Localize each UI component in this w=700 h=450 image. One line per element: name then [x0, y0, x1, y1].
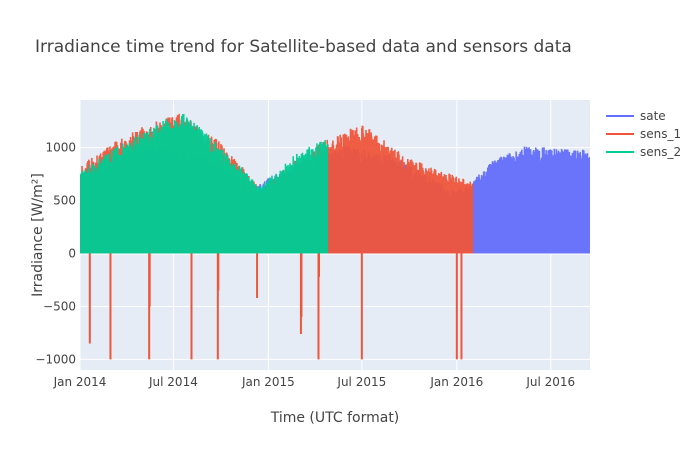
series-sens_2-line: [80, 114, 329, 254]
y-tick-label: −500: [43, 299, 76, 313]
x-tick-label: Jan 2015: [241, 375, 295, 389]
legend-item-sate[interactable]: sate: [606, 109, 666, 123]
legend-item-sens_2[interactable]: sens_2: [606, 145, 681, 159]
y-tick-label: 500: [53, 194, 76, 208]
series-layer: [80, 113, 590, 360]
chart-title: Irradiance time trend for Satellite-base…: [35, 37, 572, 57]
series-sens_2: [80, 114, 329, 254]
y-axis-label: Irradiance [W/m²]: [30, 173, 46, 297]
x-tick-label: Jan 2016: [429, 375, 483, 389]
x-axis-label: Time (UTC format): [270, 410, 400, 426]
legend-label: sate: [640, 109, 666, 123]
legend-item-sens_1[interactable]: sens_1: [606, 127, 681, 141]
y-tick-label: −1000: [35, 352, 76, 366]
legend-label: sens_1: [640, 127, 681, 141]
legend[interactable]: sate sens_1 sens_2: [606, 109, 681, 159]
x-tick-labels: Jan 2014 Jul 2014 Jan 2015 Jul 2015 Jan 2016…: [53, 375, 576, 389]
x-tick-label: Jan 2014: [53, 375, 107, 389]
x-tick-label: Jul 2014: [148, 375, 198, 389]
y-tick-label: 1000: [45, 141, 76, 155]
y-tick-labels: −1000 −500 0 500 1000: [35, 141, 76, 367]
legend-label: sens_2: [640, 145, 681, 159]
x-tick-label: Jul 2016: [525, 375, 575, 389]
x-tick-label: Jul 2015: [336, 375, 386, 389]
y-tick-label: 0: [68, 247, 76, 261]
